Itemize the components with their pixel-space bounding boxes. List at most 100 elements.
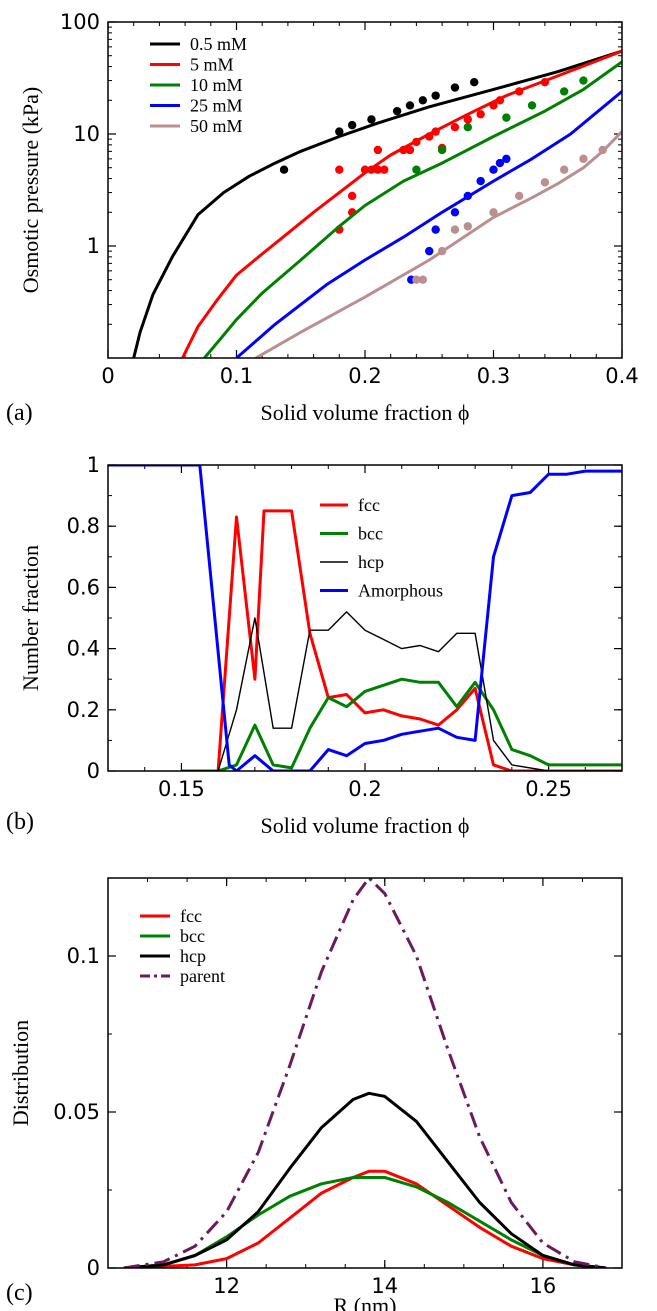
plot-area	[132, 49, 622, 358]
y-tick-label: 0.05	[53, 1100, 100, 1124]
x-tick-label: 0.25	[525, 777, 572, 801]
series-line-0.5-mM	[132, 49, 622, 358]
y-axis-label: Distribution	[8, 1020, 33, 1126]
legend-entry: 0.5 mM	[150, 34, 247, 54]
data-point	[476, 176, 485, 186]
series-line-fcc	[181, 509, 622, 771]
data-point	[367, 165, 376, 174]
y-tick-label: 0.8	[67, 514, 100, 538]
x-tick-label: 14	[371, 1274, 398, 1298]
legend-entry: fcc	[320, 495, 380, 515]
x-tick-label: 12	[213, 1274, 240, 1298]
data-point	[425, 246, 434, 256]
data-point	[431, 225, 440, 234]
panel-label: (b)	[6, 809, 34, 835]
data-point	[598, 145, 607, 155]
plot-frame	[107, 464, 623, 772]
x-axis-label: Solid volume fraction ϕ	[261, 400, 470, 425]
legend-entry: bcc	[140, 926, 205, 946]
x-tick: 0.1	[220, 22, 253, 388]
data-point	[347, 191, 357, 201]
x-tick-label: 0.15	[158, 777, 205, 801]
y-tick: 0.1	[67, 944, 622, 968]
y-tick-label: 0	[87, 1256, 100, 1280]
x-tick: 12	[213, 878, 240, 1298]
x-axis-label: Solid volume fraction ϕ	[261, 813, 470, 838]
legend-entry: 50 mM	[150, 116, 243, 136]
legend-entry: fcc	[140, 906, 202, 926]
legend-label: bcc	[180, 926, 205, 946]
panel-label: (a)	[6, 400, 33, 426]
legend-label: 0.5 mM	[190, 34, 247, 54]
y-tick: 0.6	[67, 575, 622, 599]
data-point	[431, 91, 440, 100]
legend-label: 50 mM	[190, 116, 243, 136]
legend-label: bcc	[358, 524, 383, 544]
data-point	[540, 78, 550, 87]
legend-entry: 5 mM	[150, 55, 234, 75]
data-point	[476, 110, 485, 119]
data-point	[392, 106, 402, 116]
x-tick-label: 16	[530, 1274, 557, 1298]
x-tick: 0.4	[605, 22, 639, 388]
plot-frame	[107, 21, 623, 359]
data-point	[412, 275, 421, 284]
series-line-parent	[123, 878, 607, 1268]
data-point	[559, 165, 569, 174]
y-tick: 0.05	[53, 1100, 622, 1124]
data-point	[405, 145, 415, 155]
y-axis-label: Osmotic pressure (kPa)	[18, 87, 43, 294]
x-tick: 0.25	[525, 465, 572, 801]
data-point	[373, 145, 383, 155]
series-line-bcc	[181, 677, 622, 771]
x-tick: 0.2	[348, 22, 382, 388]
series-line-5-mM	[181, 49, 622, 358]
data-point	[579, 154, 588, 164]
legend-entry: hcp	[320, 552, 384, 572]
x-tick-label: 0	[101, 364, 114, 388]
legend-label: hcp	[180, 946, 206, 966]
data-point	[367, 115, 376, 124]
y-tick-label: 1	[87, 453, 100, 477]
x-tick-label: 0.2	[348, 364, 381, 388]
legend-label: 10 mM	[190, 75, 243, 95]
y-tick: 10	[73, 122, 622, 146]
legend-label: 25 mM	[190, 96, 243, 116]
x-tick: 0.3	[477, 22, 510, 388]
y-tick: 0.8	[67, 514, 622, 538]
data-point	[515, 191, 524, 201]
data-point	[579, 76, 588, 85]
data-point	[335, 127, 344, 136]
data-point	[463, 123, 472, 132]
x-tick-label: 0.3	[477, 364, 510, 388]
data-point	[515, 87, 524, 96]
data-point	[399, 145, 408, 155]
legend-label: hcp	[358, 552, 384, 572]
y-tick: 1	[87, 234, 622, 258]
legend-entry: parent	[140, 966, 225, 986]
y-tick: 0.2	[67, 698, 622, 722]
data-point	[347, 120, 357, 130]
legend-entry: 10 mM	[150, 75, 243, 95]
y-tick-label: 10	[73, 122, 100, 146]
y-tick-label: 100	[60, 10, 100, 34]
series-line-50-mM	[255, 130, 622, 358]
plot-frame	[107, 877, 623, 1269]
y-tick-label: 0.4	[67, 637, 100, 661]
legend-entry: bcc	[320, 524, 383, 544]
legend-label: 5 mM	[190, 55, 234, 75]
series-line-fcc	[123, 1169, 607, 1268]
legend-label: Amorphous	[358, 581, 443, 601]
data-point	[373, 165, 383, 174]
data-point	[431, 127, 440, 136]
legend: fcc bcc hcp Amorphous	[320, 495, 443, 601]
data-point	[425, 132, 434, 141]
series-line-hcp	[123, 1091, 607, 1268]
x-tick: 0.2	[348, 465, 382, 801]
data-point	[470, 78, 479, 87]
panel-label: (c)	[6, 1280, 33, 1306]
